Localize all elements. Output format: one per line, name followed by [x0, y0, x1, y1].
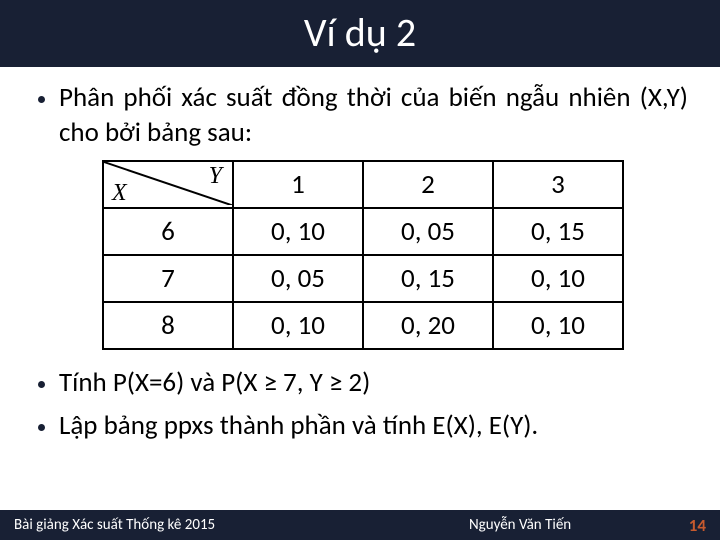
- probability-table-wrap: Y X 1 2 3 6 0, 10 0, 05 0, 15 7 0, 05 0,…: [38, 160, 688, 350]
- cell: 0, 05: [233, 255, 363, 302]
- footer-author: Nguyễn Văn Tiến: [351, 516, 688, 534]
- bullet-dot: [38, 424, 45, 431]
- xy-header-cell: Y X: [103, 161, 233, 208]
- footer-left: Bài giảng Xác suất Thống kê 2015: [14, 516, 351, 534]
- bullet-dot: [38, 381, 45, 388]
- cell: 0, 15: [363, 255, 493, 302]
- bullet-3-text: Lập bảng ppxs thành phần và tính E(X), E…: [59, 409, 538, 444]
- cell: 0, 05: [363, 208, 493, 255]
- bullet-1: Phân phối xác suất đồng thời của biến ng…: [38, 81, 688, 150]
- bullet-3: Lập bảng ppxs thành phần và tính E(X), E…: [38, 409, 688, 444]
- bullet-2-text: Tính P(X=6) và P(X ≥ 7, Y ≥ 2): [59, 366, 370, 401]
- bullet-2: Tính P(X=6) và P(X ≥ 7, Y ≥ 2): [38, 366, 688, 401]
- bullet-1-text: Phân phối xác suất đồng thời của biến ng…: [59, 81, 688, 150]
- cell: 0, 15: [493, 208, 623, 255]
- slide-content: Phân phối xác suất đồng thời của biến ng…: [0, 67, 720, 443]
- slide-title: Ví dụ 2: [304, 8, 416, 57]
- cell: 0, 10: [233, 302, 363, 349]
- cell: 0, 10: [493, 255, 623, 302]
- cell: 0, 10: [233, 208, 363, 255]
- col-header: 2: [363, 161, 493, 208]
- footer-bar: Bài giảng Xác suất Thống kê 2015 Nguyễn …: [0, 510, 720, 540]
- row-header: 7: [103, 255, 233, 302]
- cell: 0, 20: [363, 302, 493, 349]
- y-axis-label: Y: [209, 163, 222, 190]
- row-header: 8: [103, 302, 233, 349]
- cell: 0, 10: [493, 302, 623, 349]
- probability-table: Y X 1 2 3 6 0, 10 0, 05 0, 15 7 0, 05 0,…: [102, 160, 624, 350]
- title-bar: Ví dụ 2: [0, 0, 720, 67]
- footer-page: 14: [689, 515, 706, 536]
- x-axis-label: X: [112, 180, 127, 207]
- col-header: 1: [233, 161, 363, 208]
- bullet-dot: [38, 96, 45, 103]
- row-header: 6: [103, 208, 233, 255]
- col-header: 3: [493, 161, 623, 208]
